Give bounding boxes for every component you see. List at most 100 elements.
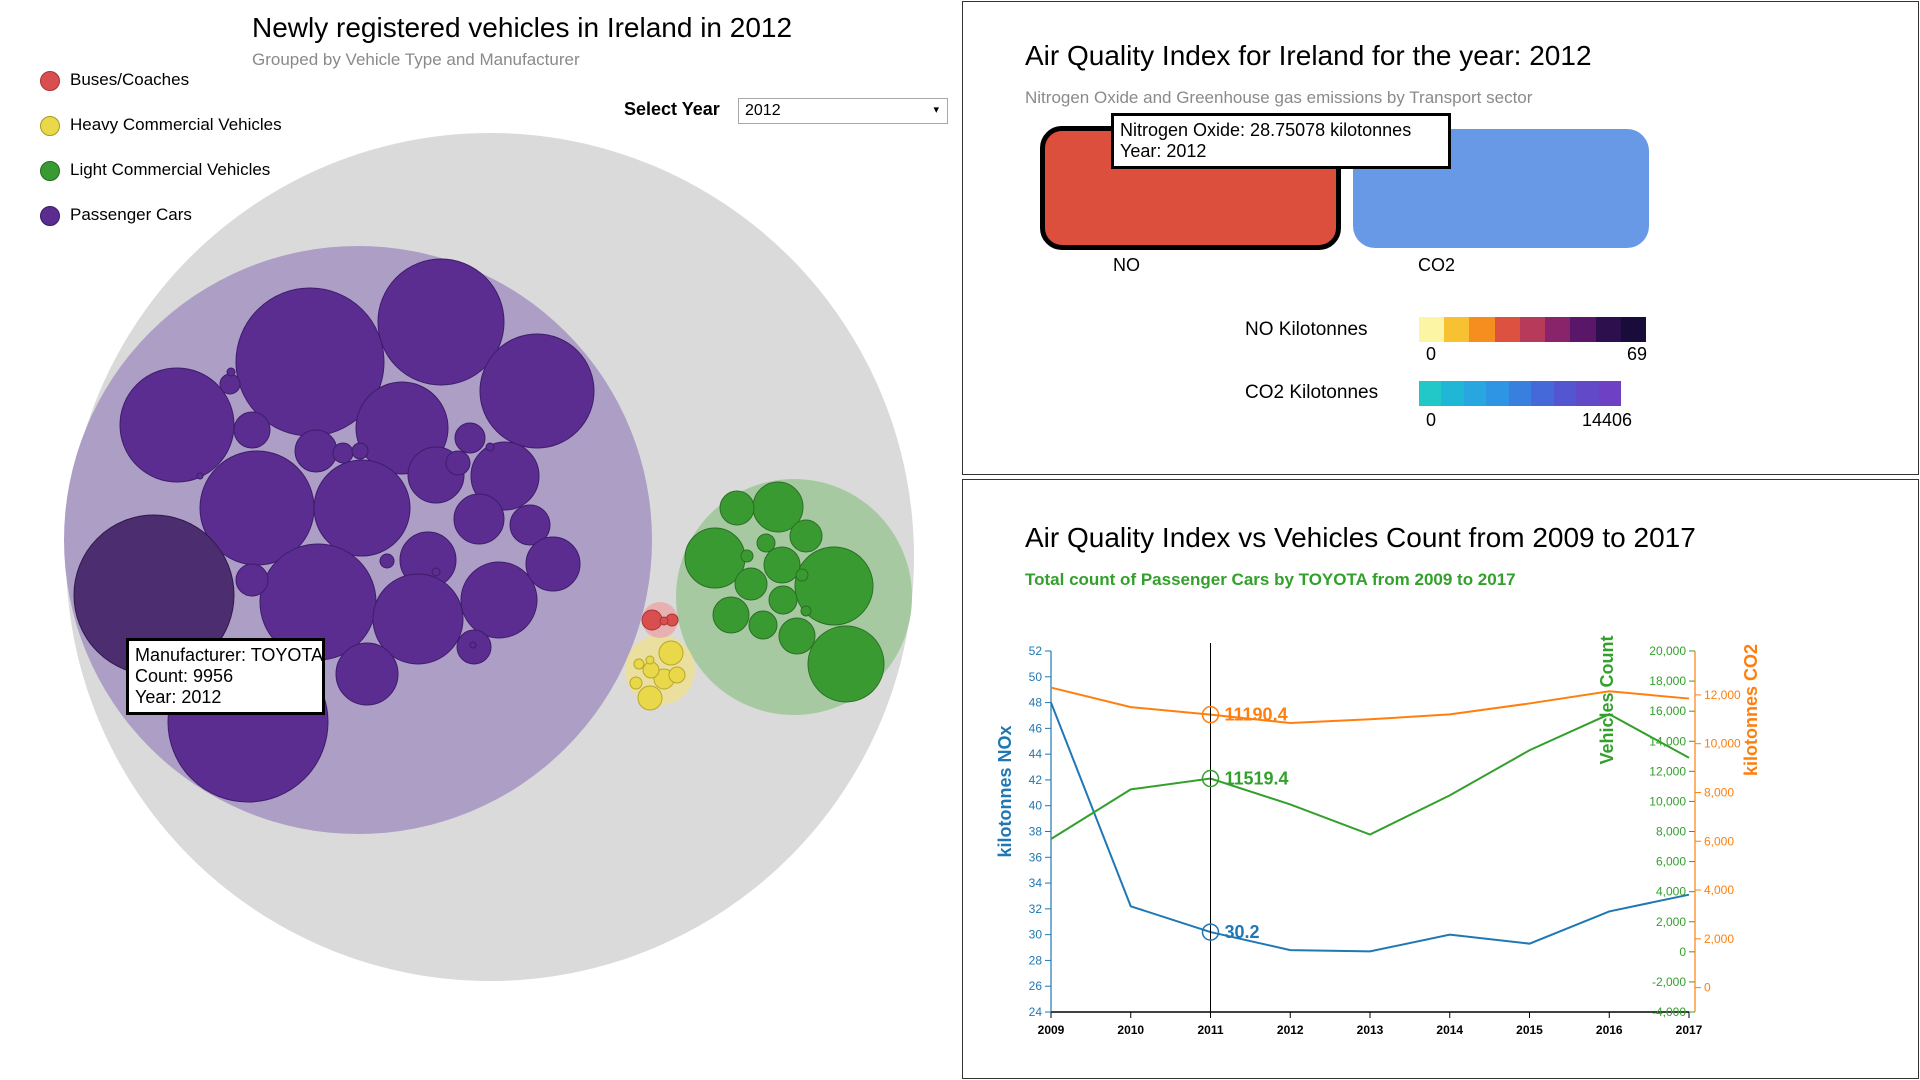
no-scale-swatch-6: [1570, 317, 1596, 342]
no-scale-min: 0: [1426, 344, 1437, 364]
page-subtitle: Grouped by Vehicle Type and Manufacturer: [252, 50, 580, 69]
heavy-commercial-bubble[interactable]: [629, 676, 643, 690]
page-title: Newly registered vehicles in Ireland in …: [252, 12, 793, 43]
bubble-tooltip: Manufacturer: TOYOTA Count: 9956 Year: 2…: [126, 638, 325, 715]
air-quality-panel: Air Quality Index for Ireland for the ye…: [962, 1, 1919, 475]
no-color-scale: [1419, 317, 1646, 342]
co2-scale-swatch-4: [1508, 381, 1532, 406]
passenger-car-bubble[interactable]: [196, 472, 204, 480]
passenger-car-bubble[interactable]: [235, 563, 269, 597]
co2-bar-label: CO2: [1418, 255, 1456, 275]
heavy-commercial-bubble[interactable]: [642, 661, 660, 679]
passenger-car-bubble[interactable]: [372, 573, 464, 665]
light-commercial-bubble[interactable]: [756, 533, 776, 553]
no-scale-swatch-1: [1444, 317, 1470, 342]
no-scale-swatch-4: [1519, 317, 1546, 342]
passenger-car-bubble[interactable]: [454, 422, 486, 454]
no-scale-swatch-0: [1419, 317, 1445, 342]
passenger-car-bubble[interactable]: [479, 333, 595, 449]
aq-subtitle: Nitrogen Oxide and Greenhouse gas emissi…: [1025, 88, 1533, 107]
legend-label-passenger: Passenger Cars: [70, 205, 192, 224]
passenger-car-bubble[interactable]: [469, 641, 477, 649]
light-commercial-bubble[interactable]: [740, 549, 754, 563]
passenger-car-bubble[interactable]: [119, 367, 235, 483]
heavy-commercial-bubble[interactable]: [633, 658, 645, 670]
line-chart-title: Air Quality Index vs Vehicles Count from…: [1025, 522, 1696, 553]
passenger-car-bubble[interactable]: [525, 536, 581, 592]
co2-scale-swatch-1: [1441, 381, 1464, 406]
legend-dot-light: [40, 161, 60, 181]
line-chart-panel: Air Quality Index vs Vehicles Count from…: [962, 479, 1919, 1079]
no-scale-max: 69: [1627, 344, 1648, 364]
passenger-car-bubble[interactable]: [226, 367, 236, 377]
legend-label-heavy: Heavy Commercial Vehicles: [70, 115, 282, 134]
legend-dot-buses: [40, 71, 60, 91]
heavy-commercial-bubble[interactable]: [637, 685, 663, 711]
passenger-car-bubble[interactable]: [431, 567, 441, 577]
co2-scale-swatch-7: [1576, 381, 1599, 406]
passenger-car-bubble[interactable]: [453, 493, 505, 545]
light-commercial-bubble[interactable]: [719, 490, 755, 526]
aq-tooltip-line2: Year: 2012: [1120, 141, 1207, 161]
passenger-car-bubble[interactable]: [313, 459, 411, 557]
light-commercial-bubble[interactable]: [795, 568, 809, 582]
passenger-car-bubble[interactable]: [219, 373, 241, 395]
aq-tooltip-line1: Nitrogen Oxide: 28.75078 kilotonnes: [1120, 120, 1412, 140]
select-year-label: Select Year: [624, 99, 720, 119]
passenger-car-bubble[interactable]: [332, 442, 354, 464]
co2-scale-swatch-8: [1598, 381, 1621, 406]
chevron-down-icon: ▾: [933, 104, 939, 116]
co2-scale-label: CO2 Kilotonnes: [1245, 382, 1379, 403]
line-chart-subtitle: Total count of Passenger Cars by TOYOTA …: [1025, 570, 1516, 589]
passenger-car-bubble[interactable]: [377, 258, 505, 386]
heavy-commercial-bubble[interactable]: [668, 666, 686, 684]
light-commercial-bubble[interactable]: [712, 596, 750, 634]
legend-dot-passenger: [40, 206, 60, 226]
aq-tooltip: Nitrogen Oxide: 28.75078 kilotonnes Year…: [1111, 113, 1451, 169]
no-scale-swatch-3: [1494, 317, 1520, 342]
year-select[interactable]: 2012 ▾: [738, 98, 948, 124]
legend-dot-heavy: [40, 116, 60, 136]
heavy-commercial-bubble[interactable]: [658, 640, 684, 666]
co2-scale-swatch-2: [1463, 381, 1487, 406]
no-scale-swatch-8: [1620, 317, 1646, 342]
year-select-value: 2012: [745, 102, 781, 119]
co2-scale-swatch-3: [1486, 381, 1509, 406]
no-scale-swatch-2: [1469, 317, 1495, 342]
heavy-commercial-bubble[interactable]: [645, 655, 655, 665]
passenger-car-bubble[interactable]: [335, 642, 399, 706]
passenger-car-bubble[interactable]: [460, 561, 538, 639]
passenger-car-bubble[interactable]: [379, 553, 395, 569]
passenger-car-bubble[interactable]: [445, 450, 471, 476]
legend-label-light: Light Commercial Vehicles: [70, 160, 271, 179]
light-commercial-bubble[interactable]: [768, 585, 798, 615]
co2-scale-swatch-6: [1553, 381, 1577, 406]
aq-title: Air Quality Index for Ireland for the ye…: [1025, 40, 1592, 71]
passenger-car-bubble[interactable]: [233, 411, 271, 449]
co2-scale-min: 0: [1426, 410, 1437, 430]
no-scale-label: NO Kilotonnes: [1245, 319, 1368, 340]
passenger-car-bubble[interactable]: [351, 442, 369, 460]
tooltip-count: Count: 9956: [135, 666, 234, 686]
light-commercial-bubble[interactable]: [763, 546, 801, 584]
bus-coach-bubble[interactable]: [659, 616, 669, 626]
co2-scale-swatch-0: [1419, 381, 1442, 406]
light-commercial-bubble[interactable]: [794, 546, 874, 626]
legend-label-buses: Buses/Coaches: [70, 70, 190, 89]
light-commercial-bubble[interactable]: [778, 617, 816, 655]
passenger-car-bubble[interactable]: [470, 441, 540, 511]
passenger-car-bubble[interactable]: [294, 429, 338, 473]
co2-scale-max: 14406: [1582, 410, 1633, 430]
light-commercial-bubble[interactable]: [800, 605, 812, 617]
passenger-car-bubble[interactable]: [509, 504, 551, 546]
passenger-car-bubble[interactable]: [485, 442, 495, 452]
light-commercial-bubble[interactable]: [734, 567, 768, 601]
bus-coach-bubble[interactable]: [641, 609, 663, 631]
light-commercial-bubble[interactable]: [748, 610, 778, 640]
co2-scale-swatch-5: [1531, 381, 1554, 406]
light-commercial-bubble[interactable]: [807, 625, 885, 703]
no-bar-label: NO: [1113, 255, 1140, 275]
tooltip-year: Year: 2012: [135, 687, 222, 707]
co2-color-scale: [1419, 381, 1621, 406]
light-commercial-bubble[interactable]: [789, 519, 823, 553]
